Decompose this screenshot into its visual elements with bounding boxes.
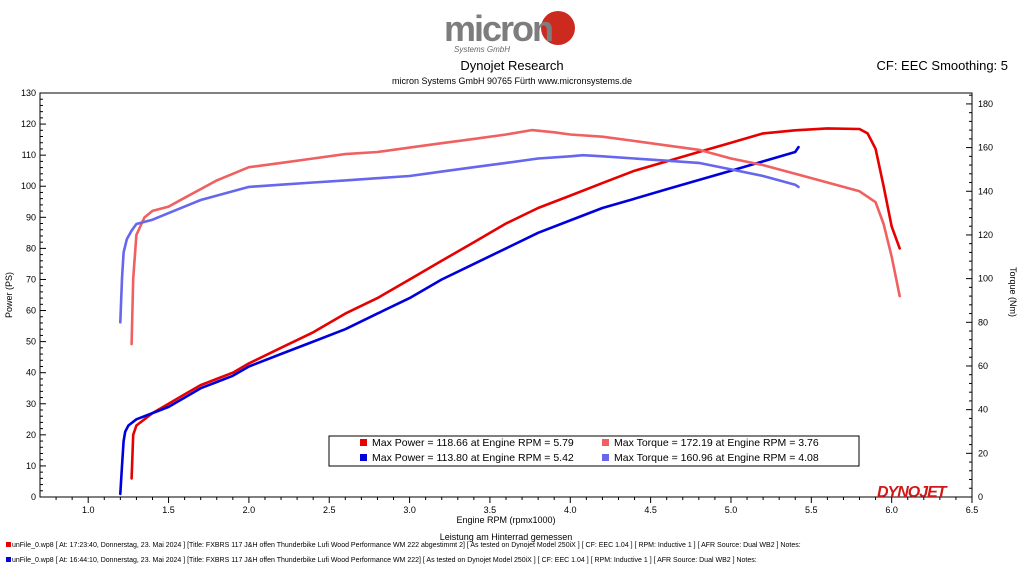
legend-entry-3: Max Torque = 160.96 at Engine RPM = 4.08	[614, 452, 819, 464]
run-info-line-2: unFile_0.wp8 [ At: 16:44:10, Donnerstag,…	[6, 557, 757, 564]
x-tick-label: 1.5	[162, 505, 175, 515]
y-right-tick-label: 20	[978, 448, 988, 458]
y-left-tick-label: 120	[21, 119, 36, 129]
y-left-tick-label: 20	[26, 430, 36, 440]
y-right-tick-label: 80	[978, 317, 988, 327]
x-tick-label: 6.5	[966, 505, 979, 515]
logo-text: micron	[444, 8, 552, 49]
y-right-tick-label: 160	[978, 143, 993, 153]
run-color-marker-blue	[6, 557, 11, 562]
x-tick-label: 1.0	[82, 505, 95, 515]
legend-entry-2: Max Power = 113.80 at Engine RPM = 5.42	[372, 452, 574, 464]
run-info-line-1: unFile_0.wp8 [ At: 17:23:40, Donnerstag,…	[6, 542, 801, 549]
y-right-tick-label: 100	[978, 274, 993, 284]
y-left-tick-label: 40	[26, 368, 36, 378]
legend-swatch-0	[360, 439, 367, 446]
y-right-tick-label: 40	[978, 405, 988, 415]
series-line-1	[119, 145, 800, 496]
x-axis-sublabel: Leistung am Hinterrad gemessen	[440, 532, 573, 542]
y-left-tick-label: 0	[31, 492, 36, 502]
x-tick-label: 6.0	[885, 505, 898, 515]
x-axis-label: Engine RPM (rpmx1000)	[456, 515, 555, 525]
x-tick-label: 5.5	[805, 505, 818, 515]
legend-swatch-1	[602, 439, 609, 446]
legend-entry-1: Max Torque = 172.19 at Engine RPM = 3.76	[614, 437, 819, 449]
y-right-tick-label: 60	[978, 361, 988, 371]
series-line-3	[119, 153, 800, 324]
plot-frame	[39, 92, 973, 498]
series-line-0	[130, 127, 902, 480]
y-left-tick-label: 30	[26, 399, 36, 409]
logo-subtext: Systems GmbH	[454, 45, 510, 54]
y-right-tick-label: 140	[978, 186, 993, 196]
legend-swatch-3	[602, 454, 609, 461]
run-info-text-1: unFile_0.wp8 [ At: 17:23:40, Donnerstag,…	[12, 542, 801, 549]
y-left-tick-label: 70	[26, 274, 36, 284]
series-group	[119, 127, 902, 496]
y-right-tick-label: 120	[978, 230, 993, 240]
run-color-marker-red	[6, 542, 11, 547]
y-right-tick-label: 180	[978, 99, 993, 109]
y-axis-left-label: Power (PS)	[4, 272, 14, 318]
y-left-tick-label: 60	[26, 306, 36, 316]
y-axis-left: 0 10 20 30 40 50 60 70 80 90 100 110 120 130	[21, 88, 46, 502]
chart-subtitle: micron Systems GmbH 90765 Fürth www.micr…	[391, 76, 633, 86]
y-left-tick-label: 80	[26, 243, 36, 253]
x-tick-label: 4.0	[564, 505, 577, 515]
x-axis: 1.0 1.5 2.0 2.5 3.0 3.5 4.0 4.5 5.0 5.5 6.0 6.5	[55, 497, 979, 515]
y-right-tick-label: 0	[978, 492, 983, 502]
y-axis-right-label: Torque (Nm)	[1008, 267, 1018, 317]
legend-entry-0: Max Power = 118.66 at Engine RPM = 5.79	[372, 437, 574, 449]
y-left-tick-label: 10	[26, 461, 36, 471]
x-tick-label: 2.5	[323, 505, 336, 515]
x-tick-label: 2.0	[243, 505, 256, 515]
run-info-text-2: unFile_0.wp8 [ At: 16:44:10, Donnerstag,…	[12, 557, 757, 564]
y-left-tick-label: 130	[21, 88, 36, 98]
x-tick-label: 5.0	[725, 505, 738, 515]
x-tick-label: 4.5	[644, 505, 657, 515]
y-axis-right: 0 20 40 60 80 100 120 140 160 180	[966, 94, 993, 502]
x-tick-label: 3.5	[484, 505, 497, 515]
legend: Max Power = 118.66 at Engine RPM = 5.79 …	[328, 435, 860, 467]
y-left-tick-label: 100	[21, 181, 36, 191]
micron-logo: micron Systems GmbH	[444, 8, 575, 54]
series-line-2	[130, 128, 902, 346]
y-left-tick-label: 90	[26, 212, 36, 222]
dynojet-logo: DYNOJET	[877, 484, 948, 501]
chart-title: Dynojet Research	[460, 58, 564, 73]
x-tick-label: 3.0	[403, 505, 416, 515]
legend-swatch-2	[360, 454, 367, 461]
y-left-tick-label: 110	[22, 150, 36, 160]
cf-smoothing-label: CF: EEC Smoothing: 5	[876, 58, 1009, 73]
y-left-tick-label: 50	[26, 337, 36, 347]
